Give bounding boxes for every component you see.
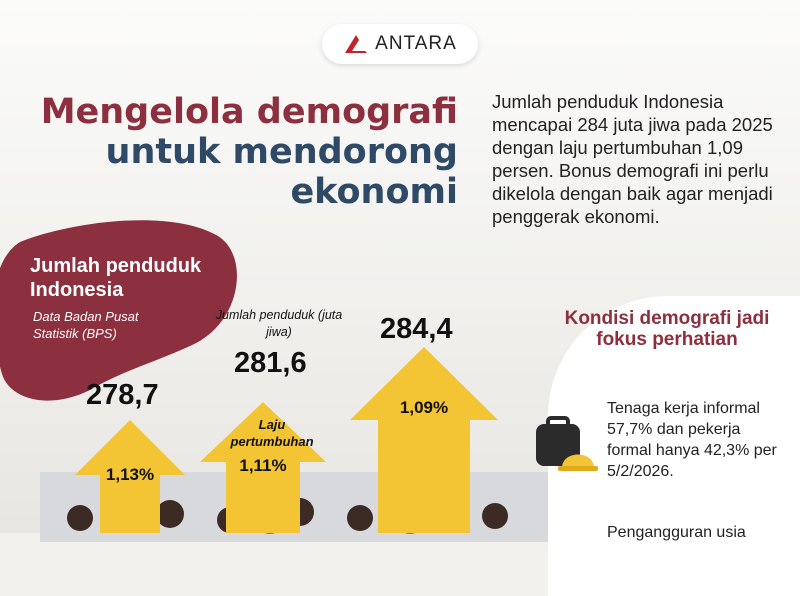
- population-value-3: 284,4: [380, 313, 453, 345]
- growth-value-2: 1,11%: [239, 456, 287, 475]
- arrow-2023: [75, 420, 185, 533]
- antara-logo-icon: [345, 35, 368, 53]
- arrow-2025: [350, 347, 498, 533]
- population-value-2: 281,6: [234, 347, 307, 379]
- title-line-1: Mengelola demografi: [40, 92, 458, 132]
- helmet-briefcase-icon: [536, 416, 598, 471]
- population-value-1: 278,7: [86, 379, 159, 411]
- title-line-3: ekonomi: [290, 172, 458, 212]
- antara-logo: ANTARA: [322, 24, 478, 64]
- growth-arrows: [75, 347, 498, 533]
- growth-header: Laju pertumbuhan: [230, 417, 314, 449]
- arrow-2024: [200, 402, 326, 533]
- population-header: Jumlah penduduk (juta jiwa): [215, 308, 343, 339]
- intro-text: Jumlah penduduk Indonesia mencapai 284 j…: [492, 91, 773, 227]
- page-title: Mengelola demografi untuk mendorong ekon…: [41, 92, 458, 212]
- growth-value-3: 1,09%: [399, 398, 449, 417]
- growth-value-1: 1,13%: [105, 465, 155, 484]
- condition-item-1: Tenaga kerja informal 57,7% dan pekerja …: [607, 400, 777, 480]
- logo-text: ANTARA: [375, 33, 457, 54]
- heading-blob: [0, 220, 237, 401]
- population-heading: Jumlah penduduk Indonesia: [30, 255, 202, 301]
- title-line-2: untuk mendorong: [105, 132, 458, 172]
- data-source: Data Badan Pusat Statistik (BPS): [33, 309, 139, 341]
- conditions-heading: Kondisi demografi jadi fokus perhatian: [564, 308, 770, 350]
